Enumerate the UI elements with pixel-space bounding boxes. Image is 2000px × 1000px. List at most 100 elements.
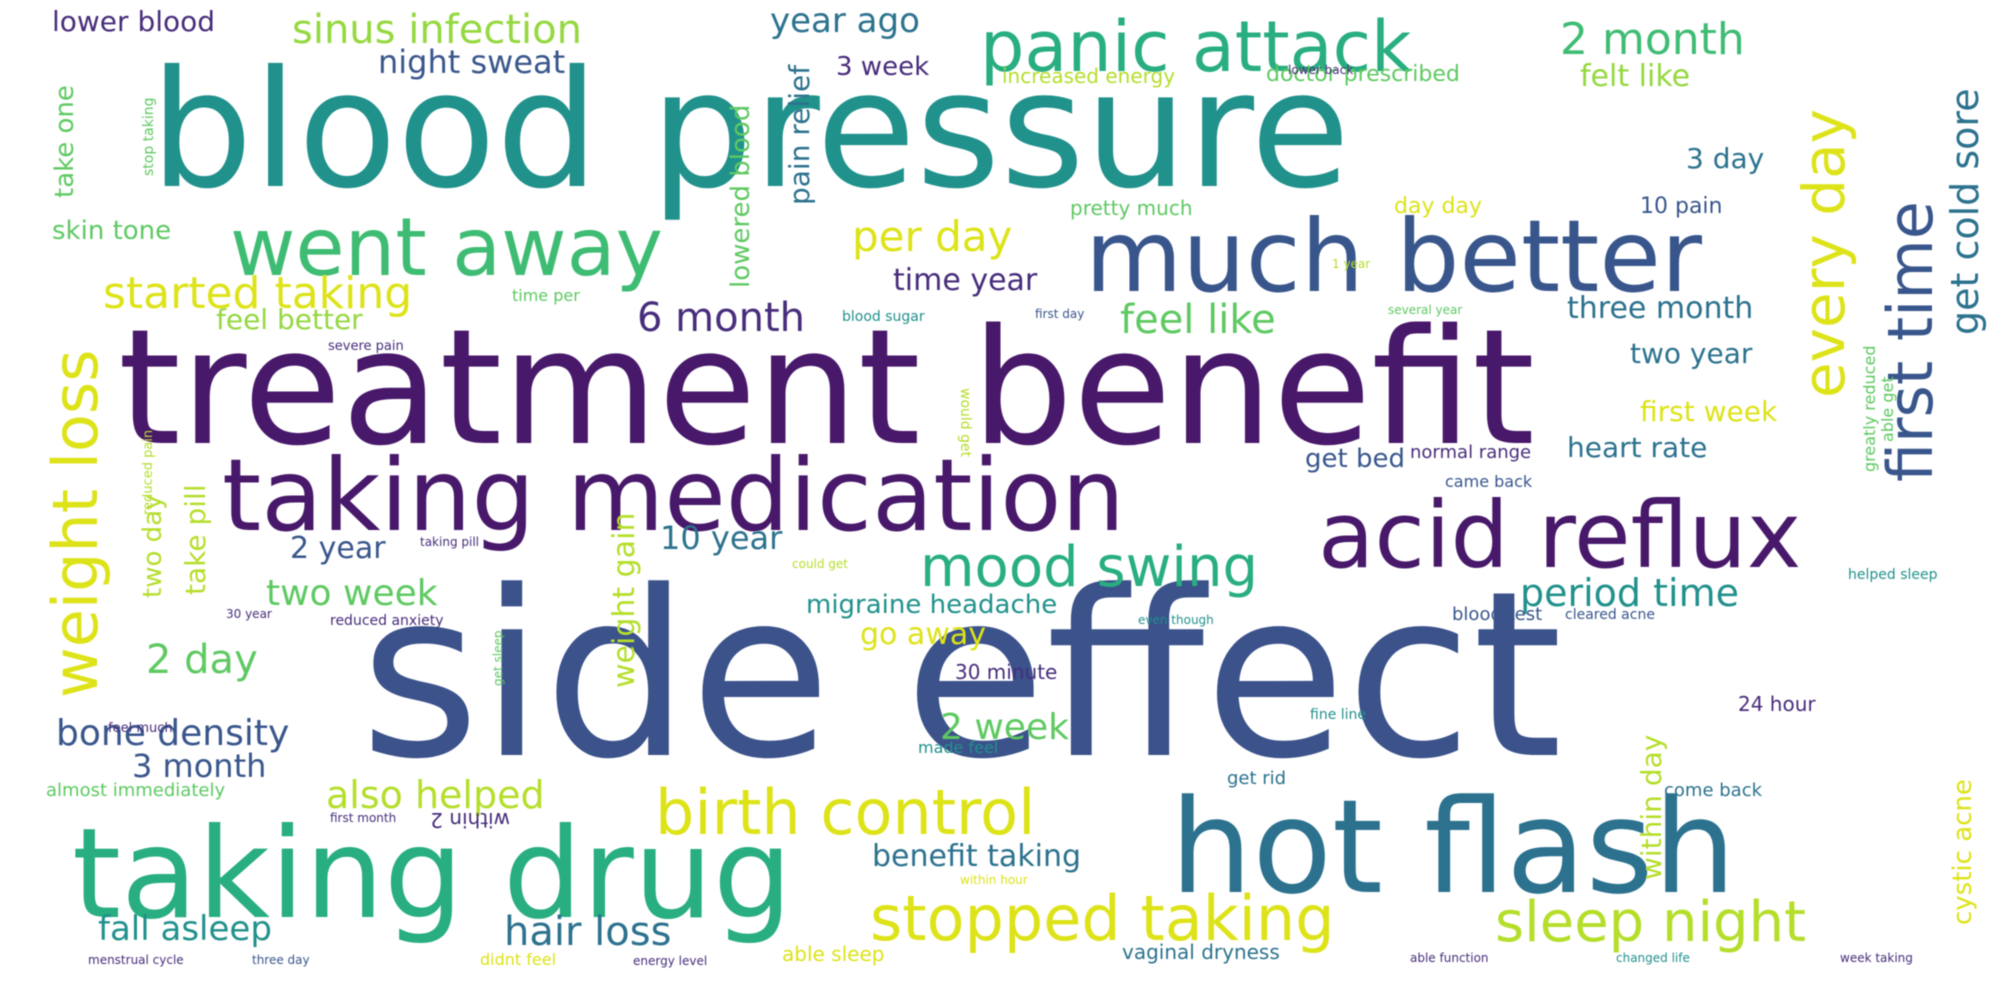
word: cleared acne bbox=[1565, 607, 1655, 623]
word: 3 day bbox=[1686, 142, 1765, 175]
word: take pill bbox=[179, 484, 212, 595]
word: increased energy bbox=[1002, 64, 1176, 88]
word: period time bbox=[1520, 571, 1739, 615]
word: weight gain bbox=[607, 512, 642, 688]
word: hot flash bbox=[1170, 771, 1736, 923]
word: blood sugar bbox=[842, 309, 925, 325]
word: cystic acne bbox=[1948, 779, 1978, 925]
word: 2 day bbox=[146, 637, 258, 683]
word: take one bbox=[50, 85, 80, 198]
word: greatly reduced bbox=[1860, 345, 1879, 472]
word: severe pain bbox=[328, 339, 404, 354]
word: first day bbox=[1035, 307, 1085, 321]
word: lower back bbox=[1288, 63, 1354, 77]
word: fine line bbox=[1310, 707, 1367, 723]
word: started taking bbox=[103, 268, 413, 319]
word: 1 year bbox=[1332, 257, 1371, 271]
word: 3 month bbox=[132, 747, 267, 785]
word: taking pill bbox=[420, 535, 479, 549]
word: weight loss bbox=[39, 349, 112, 698]
word: year ago bbox=[770, 1, 920, 41]
word: heart rate bbox=[1567, 431, 1708, 464]
word: stop taking bbox=[141, 97, 157, 176]
word: per day bbox=[852, 212, 1013, 261]
word: get cold sore bbox=[1943, 88, 1987, 335]
word: able get bbox=[1878, 376, 1897, 442]
word: several year bbox=[1388, 303, 1463, 317]
word: feel like bbox=[1120, 297, 1276, 343]
word: go away bbox=[860, 617, 986, 652]
word: every day bbox=[1790, 109, 1858, 398]
word: side effect bbox=[360, 543, 1563, 810]
word: day day bbox=[1394, 194, 1482, 219]
word: much better bbox=[1085, 198, 1702, 315]
word: migraine headache bbox=[806, 590, 1058, 620]
word: reduced anxiety bbox=[330, 613, 444, 629]
word: first week bbox=[1640, 395, 1778, 428]
word: mood swing bbox=[920, 535, 1258, 600]
word: three day bbox=[252, 953, 310, 967]
word: hair loss bbox=[504, 909, 672, 955]
word: 10 year bbox=[660, 519, 783, 557]
word: also helped bbox=[326, 773, 545, 817]
word: could get bbox=[792, 557, 849, 571]
word: time year bbox=[893, 263, 1038, 298]
word: helped sleep bbox=[1848, 567, 1938, 583]
word: 2 year bbox=[290, 531, 386, 566]
word: came back bbox=[1445, 472, 1533, 491]
word: skin tone bbox=[52, 216, 172, 246]
word: vaginal dryness bbox=[1122, 940, 1280, 964]
word: 30 year bbox=[226, 607, 272, 621]
word: reduced pain bbox=[141, 429, 156, 515]
word: made feel bbox=[918, 738, 999, 757]
word: lowered blood bbox=[726, 104, 756, 288]
word: get sleep bbox=[491, 630, 505, 687]
word: week taking bbox=[1840, 951, 1913, 965]
word: 6 month bbox=[637, 295, 805, 341]
word: come back bbox=[1664, 780, 1763, 801]
word: almost immediately bbox=[46, 780, 226, 801]
word: two year bbox=[1630, 337, 1753, 370]
word: first month bbox=[330, 811, 397, 825]
word: pain relief bbox=[783, 64, 816, 205]
word: able function bbox=[1410, 951, 1489, 965]
word: went away bbox=[230, 201, 663, 294]
word: sinus infection bbox=[292, 7, 582, 53]
word: within 2 bbox=[430, 808, 510, 832]
word: able sleep bbox=[782, 942, 885, 966]
word: pretty much bbox=[1070, 196, 1193, 220]
word: feel much bbox=[108, 721, 173, 736]
word: blood test bbox=[1452, 604, 1543, 625]
word: 3 week bbox=[836, 52, 930, 82]
word: panic attack bbox=[980, 6, 1412, 88]
word: within hour bbox=[960, 873, 1028, 887]
word: lower blood bbox=[52, 5, 216, 38]
word: within day bbox=[1635, 734, 1668, 880]
word: didnt feel bbox=[480, 950, 557, 969]
word: 2 month bbox=[1560, 14, 1745, 65]
word: time per bbox=[512, 286, 580, 305]
word: 30 minute bbox=[955, 660, 1058, 684]
word: two week bbox=[266, 573, 438, 614]
word: menstrual cycle bbox=[88, 953, 184, 967]
word: 10 pain bbox=[1640, 194, 1723, 219]
word: feel better bbox=[216, 303, 363, 336]
word: stopped taking bbox=[870, 882, 1335, 955]
word: 24 hour bbox=[1738, 692, 1816, 716]
word: taking medication bbox=[222, 437, 1125, 554]
word: blood pressure bbox=[150, 37, 1351, 225]
word: three month bbox=[1567, 291, 1754, 326]
word: even though bbox=[1138, 613, 1214, 627]
word: acid reflux bbox=[1318, 482, 1802, 589]
word: 2 week bbox=[940, 707, 1069, 748]
word: birth control bbox=[655, 776, 1036, 849]
word: bone density bbox=[56, 713, 290, 754]
word: treatment benefit bbox=[118, 294, 1535, 481]
word: doctor prescribed bbox=[1266, 62, 1460, 87]
word: fall asleep bbox=[98, 909, 272, 949]
word: get rid bbox=[1227, 768, 1287, 789]
word: night sweat bbox=[378, 43, 566, 81]
word: sleep night bbox=[1495, 890, 1807, 955]
word: normal range bbox=[1410, 442, 1532, 463]
